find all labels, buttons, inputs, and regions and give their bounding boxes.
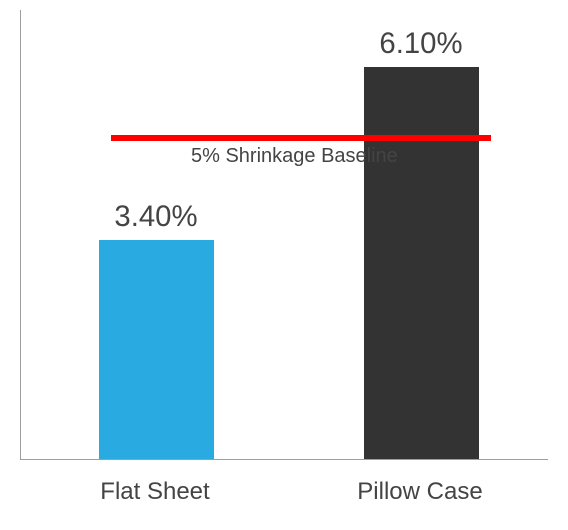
shrinkage-bar-chart: 3.40% 6.10% 5% Shrinkage Baseline Flat S… [0,0,568,530]
plot-area: 3.40% 6.10% 5% Shrinkage Baseline [20,10,548,460]
bar-flat-sheet [99,240,214,459]
bar-flat-sheet-value: 3.40% [86,200,226,234]
baseline-label: 5% Shrinkage Baseline [191,145,391,168]
x-label-pillow-case: Pillow Case [350,478,490,506]
x-label-flat-sheet: Flat Sheet [85,478,225,506]
bar-pillow-case [364,67,479,459]
baseline-line [111,135,491,141]
bar-pillow-case-value: 6.10% [351,27,491,61]
